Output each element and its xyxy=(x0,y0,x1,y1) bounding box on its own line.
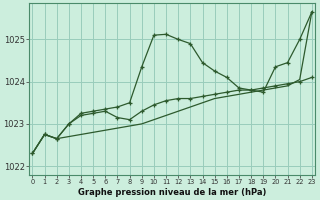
X-axis label: Graphe pression niveau de la mer (hPa): Graphe pression niveau de la mer (hPa) xyxy=(78,188,266,197)
